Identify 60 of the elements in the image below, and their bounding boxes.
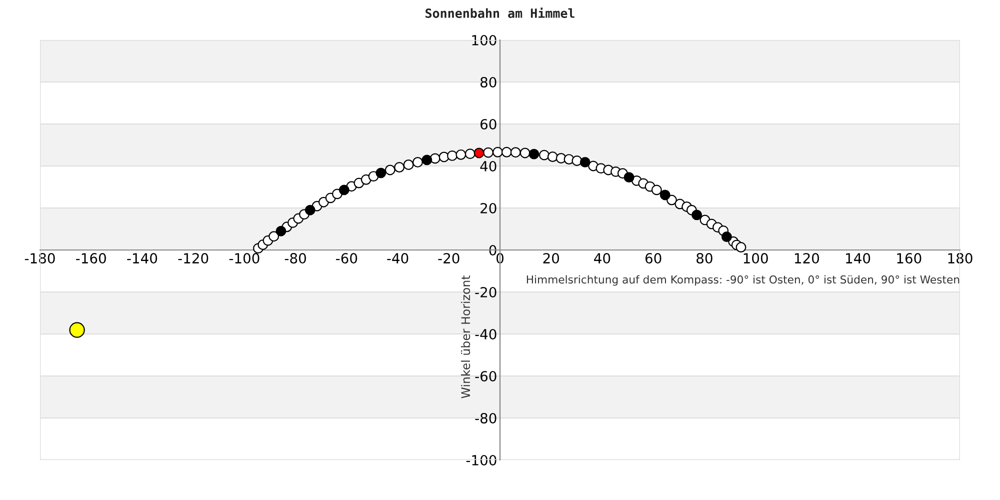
point	[394, 162, 405, 172]
point	[651, 184, 662, 196]
point	[510, 147, 521, 158]
x-tick-label: -120	[178, 253, 208, 264]
x-tick-label: -160	[76, 253, 106, 264]
y-tick-label: 80	[480, 76, 496, 88]
point	[268, 231, 280, 242]
point	[338, 184, 350, 196]
x-tick-label: -100	[229, 253, 260, 264]
point	[528, 148, 540, 160]
point	[660, 190, 670, 200]
y-tick-label: 20	[480, 202, 496, 214]
point	[276, 226, 286, 236]
point	[547, 152, 558, 162]
point	[412, 157, 423, 168]
x-tick-label: 40	[594, 253, 610, 264]
x-tick-label: -20	[438, 253, 460, 264]
y-tick-label: -60	[475, 370, 496, 382]
point	[464, 148, 476, 160]
x-tick-label: 120	[794, 253, 819, 264]
point	[580, 157, 590, 168]
y-tick-label: 100	[472, 34, 496, 46]
y-tick-label: 40	[480, 160, 496, 172]
point	[422, 154, 432, 166]
point	[69, 322, 85, 338]
y-axis-title: Winkel über Horizont	[460, 275, 470, 398]
point	[721, 232, 732, 242]
x-tick-label: 100	[744, 253, 768, 264]
point	[483, 147, 494, 158]
x-tick-label: -60	[336, 253, 358, 264]
y-tick-label: -100	[466, 454, 496, 466]
y-tick-label: -20	[475, 286, 496, 298]
point	[376, 168, 386, 178]
point	[474, 148, 484, 158]
point	[624, 172, 634, 183]
x-axis-title: Himmelsrichtung auf dem Kompass: -90° ist Osten, 0° ist Süden, 90° ist Westen	[526, 275, 960, 286]
x-tick-label: -140	[127, 253, 158, 264]
point	[492, 146, 503, 158]
x-tick-label: 80	[696, 253, 712, 264]
point	[692, 210, 702, 220]
point	[736, 242, 746, 252]
point	[403, 160, 414, 170]
x-tick-label: -40	[387, 253, 408, 264]
point	[304, 204, 316, 216]
x-tick-label: 60	[645, 253, 662, 264]
chart-title: Sonnenbahn am Himmel	[426, 8, 574, 18]
point	[447, 150, 458, 161]
y-tick-label: 60	[480, 118, 496, 130]
x-tick-label: 180	[948, 253, 972, 264]
y-tick-label: -80	[475, 412, 496, 424]
x-tick-label: -80	[284, 253, 306, 264]
point	[501, 146, 512, 158]
x-tick-label: -180	[24, 253, 55, 264]
y-tick-label: -40	[475, 328, 496, 340]
x-tick-label: 20	[543, 253, 560, 264]
point	[539, 150, 550, 160]
point	[456, 149, 466, 160]
point	[520, 148, 530, 158]
x-tick-label: 160	[897, 253, 922, 264]
x-tick-label: 140	[846, 253, 870, 264]
